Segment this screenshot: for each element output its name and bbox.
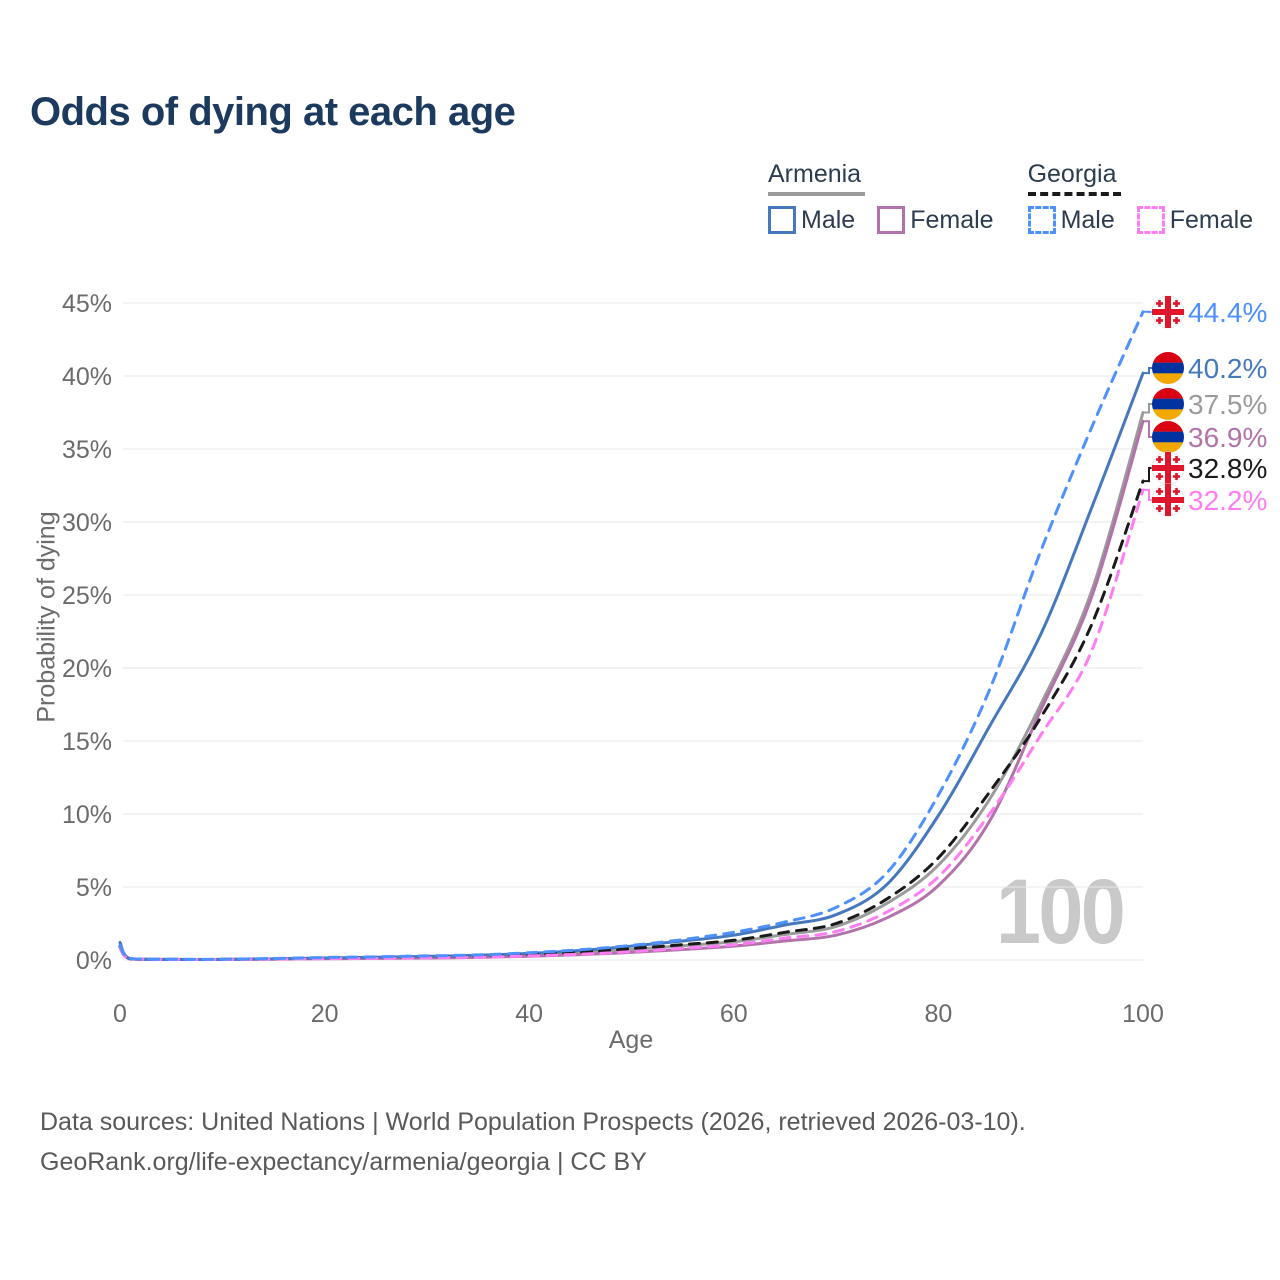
end-value-label-georgia-female: 32.2% (1188, 485, 1267, 516)
end-connector-armenia-female (1143, 420, 1153, 438)
legend-armenia-male-label: Male (801, 205, 856, 234)
legend-armenia-header[interactable]: Armenia (768, 160, 866, 196)
end-value-label-georgia-both: 32.8% (1188, 453, 1267, 484)
y-tick-label: 30% (62, 509, 112, 537)
legend-georgia-header[interactable]: Georgia (1027, 160, 1121, 196)
armenia-male-swatch (768, 206, 796, 235)
y-tick-label: 10% (62, 801, 112, 829)
series-line-armenia-male[interactable] (118, 371, 1145, 961)
x-tick-label: 0 (113, 1000, 127, 1028)
y-axis-title: Probability of dying (32, 511, 61, 723)
legend-georgia-female-label: Female (1169, 205, 1254, 234)
legend-item-armenia-female[interactable]: Female (877, 205, 994, 235)
end-connector-georgia-both (1143, 467, 1153, 483)
armenia-flag-icon (1152, 388, 1184, 420)
legend-armenia-label: Armenia (768, 160, 862, 188)
y-tick-label: 5% (76, 874, 112, 902)
legend-group-armenia: Armenia Male Female (768, 160, 994, 235)
x-axis-title: Age (608, 1026, 654, 1054)
georgia-flag-icon (1151, 295, 1185, 329)
y-tick-label: 0% (76, 947, 112, 975)
series-line-armenia-both[interactable] (118, 411, 1145, 961)
x-tick-label: 20 (311, 1000, 339, 1028)
end-value-label-armenia-both: 37.5% (1188, 389, 1267, 420)
footer-data-sources: Data sources: United Nations | World Pop… (40, 1108, 1026, 1136)
y-tick-label: 45% (62, 290, 112, 318)
armenia-female-swatch (877, 206, 906, 235)
footer: Data sources: United Nations | World Pop… (40, 1102, 1026, 1182)
end-connector-georgia-female (1143, 488, 1153, 501)
end-connector-armenia-both (1143, 403, 1153, 414)
x-tick-label: 80 (924, 1000, 952, 1028)
armenia-flag-icon (1152, 352, 1184, 384)
legend-armenia-female-label: Female (910, 205, 994, 234)
end-connector-armenia-male (1143, 367, 1153, 375)
y-tick-label: 20% (62, 655, 112, 683)
end-value-label-armenia-male: 40.2% (1188, 353, 1267, 384)
georgia-female-swatch (1136, 206, 1165, 235)
end-value-label-armenia-female: 36.9% (1188, 422, 1267, 453)
watermark-age-100: 100 (996, 861, 1126, 963)
georgia-flag-icon (1151, 483, 1185, 517)
y-tick-label: 35% (62, 436, 112, 464)
page-title: Odds of dying at each age (30, 90, 516, 134)
footer-attribution: GeoRank.org/life-expectancy/armenia/geor… (40, 1148, 647, 1176)
series-line-georgia-male[interactable] (118, 310, 1145, 961)
y-tick-label: 40% (62, 363, 112, 391)
legend-item-armenia-male[interactable]: Male (768, 206, 855, 235)
legend-item-georgia-female[interactable]: Female (1136, 205, 1254, 235)
y-tick-label: 15% (62, 728, 112, 756)
x-tick-label: 40 (515, 1000, 543, 1028)
legend-georgia-male-label: Male (1060, 205, 1115, 234)
end-value-label-georgia-male: 44.4% (1188, 297, 1267, 328)
x-tick-label: 60 (720, 1000, 748, 1028)
legend-georgia-label: Georgia (1027, 160, 1117, 188)
legend-group-georgia: Georgia Male Female (1027, 160, 1254, 235)
legend-item-georgia-male[interactable]: Male (1027, 205, 1115, 235)
y-tick-label: 25% (62, 582, 112, 610)
armenia-flag-icon (1152, 421, 1184, 453)
georgia-flag-icon (1151, 451, 1185, 485)
series-line-georgia-both[interactable] (118, 479, 1145, 961)
legend: Armenia Male Female Georgia Male Female (768, 160, 1253, 235)
x-tick-label: 100 (1122, 1000, 1164, 1028)
georgia-male-swatch (1027, 206, 1056, 235)
